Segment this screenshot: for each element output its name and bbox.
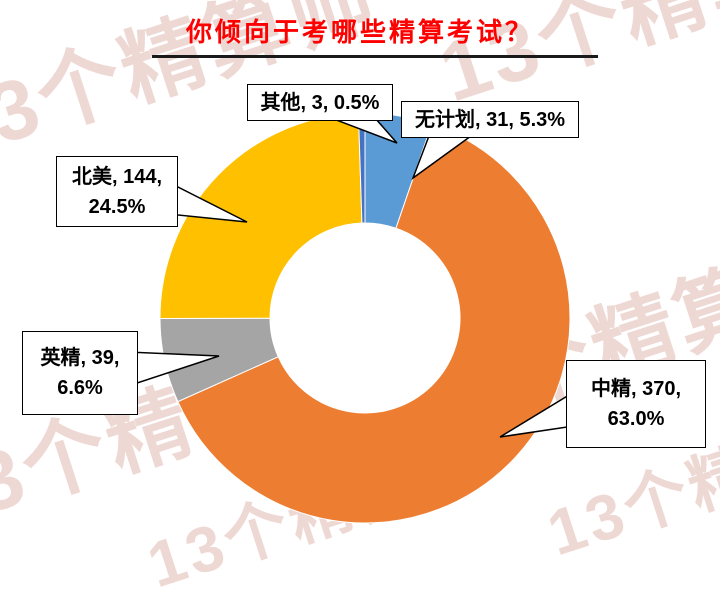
data-label-text: 6.6% xyxy=(57,377,103,399)
data-label-zhongjing: 中精, 370, 63.0% xyxy=(566,360,706,448)
data-label-text: 其他, 3, 0.5% xyxy=(260,91,380,114)
donut-chart-svg xyxy=(127,109,575,524)
data-label-qita: 其他, 3, 0.5% xyxy=(247,84,393,121)
donut-slice-中精 xyxy=(177,123,571,524)
data-label-yingjing: 英精, 39, 6.6% xyxy=(22,331,138,415)
data-label-text: 英精, 39, xyxy=(40,347,120,369)
data-label-text: 中精, 370, xyxy=(590,378,682,400)
data-label-text: 无计划, 31, 5.3% xyxy=(414,108,566,131)
title-wrap: 你倾向于考哪些精算考试？ xyxy=(0,12,720,49)
data-label-beimei: 北美, 144, 24.5% xyxy=(56,156,178,227)
chart-title: 你倾向于考哪些精算考试？ xyxy=(185,17,534,47)
data-label-text: 北美, 144, xyxy=(71,165,163,188)
data-label-wujihua: 无计划, 31, 5.3% xyxy=(401,101,579,138)
data-label-text: 63.0% xyxy=(607,408,665,430)
title-underline xyxy=(152,55,598,58)
donut-hole xyxy=(269,222,461,414)
data-label-text: 24.5% xyxy=(88,195,146,218)
donut-slices-group xyxy=(159,112,571,524)
